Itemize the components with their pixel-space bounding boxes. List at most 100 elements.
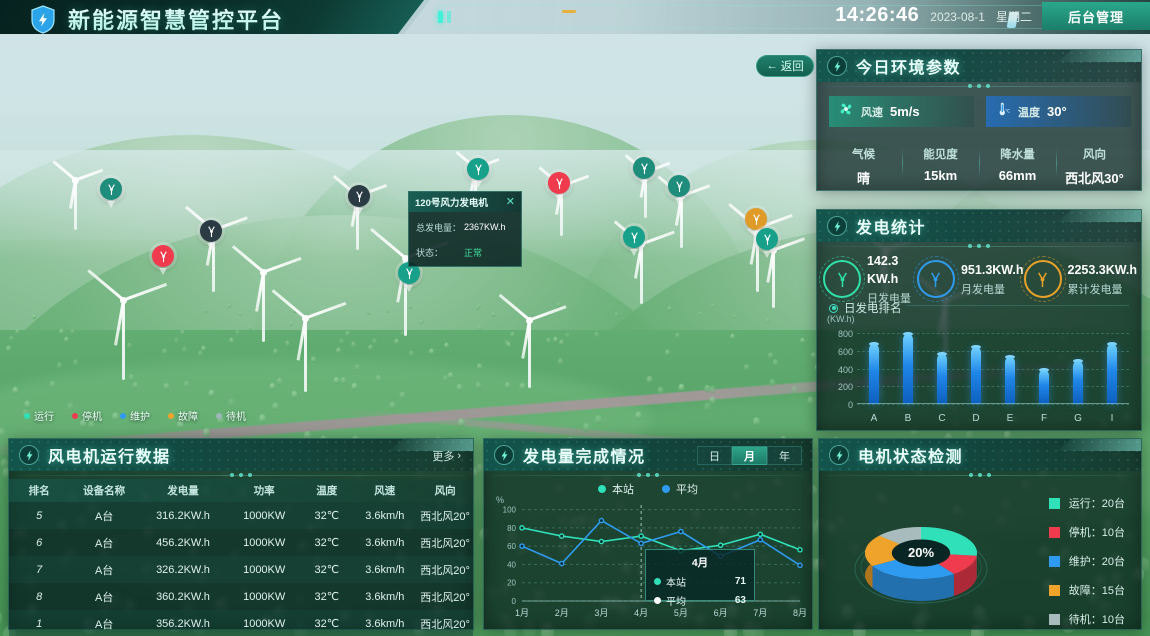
tree-icon xyxy=(248,325,253,331)
y-tick-label: 600 xyxy=(837,346,853,357)
bar xyxy=(903,334,913,404)
y-tick-label: 200 xyxy=(837,382,853,393)
bar-chart-plot: 800 600 400 200 0 xyxy=(838,328,1129,410)
legend-item-故障: 故障 xyxy=(168,408,198,423)
turbine-marker-运行[interactable] xyxy=(668,175,690,205)
decor-dots xyxy=(968,84,990,88)
data-point xyxy=(797,547,803,553)
turbine-marker-待机[interactable] xyxy=(348,185,370,215)
env-metric-value: 西北风30° xyxy=(1065,171,1124,186)
x-tick-label: D xyxy=(972,413,980,424)
svg-text:℃: ℃ xyxy=(1005,109,1010,114)
table-row[interactable]: 7 A台 326.2KW.h 1000KW 32℃ 3.6km/h 西北风20° xyxy=(9,556,473,583)
tree-icon xyxy=(504,339,509,346)
tooltip-row: 平均 63 xyxy=(654,593,746,608)
tree-icon xyxy=(665,349,671,357)
x-tick-label: E xyxy=(1006,413,1014,424)
header-corner-decor xyxy=(1057,210,1141,222)
back-button-label: 返回 xyxy=(780,61,804,73)
close-icon[interactable]: ✕ xyxy=(505,195,515,208)
more-link[interactable]: 更多 › xyxy=(432,448,461,464)
donut-slice-维护[interactable] xyxy=(872,559,954,579)
tree-icon xyxy=(57,362,63,370)
turbine-marker-运行[interactable] xyxy=(623,226,645,256)
turbine-marker-运行[interactable] xyxy=(756,228,778,258)
turbine-info-popup[interactable]: 120号风力发电机 ✕ 总发电量： 2367KW.h 状态： 正常 xyxy=(408,191,522,267)
donut-slice-停机[interactable] xyxy=(938,554,977,574)
table-cell: 3.6km/h xyxy=(365,563,405,576)
popup-row-key: 总发电量： xyxy=(416,222,462,233)
tree-icon xyxy=(800,337,806,344)
tree-icon xyxy=(181,346,187,353)
turbine-marker-待机[interactable] xyxy=(200,220,222,250)
tree-icon xyxy=(710,303,715,309)
bar xyxy=(971,347,981,404)
tree-icon xyxy=(228,303,232,308)
data-point xyxy=(717,542,724,549)
dot-icon xyxy=(829,303,838,313)
tree-icon xyxy=(197,350,203,358)
legend-item-停机: 停机 xyxy=(72,408,102,423)
tree-icon xyxy=(808,558,821,573)
data-point xyxy=(598,517,605,524)
donut-side-停机 xyxy=(953,555,977,596)
tree-icon xyxy=(732,313,737,319)
legend-item-运行: 运行 xyxy=(24,408,54,423)
tree-icon xyxy=(646,375,653,383)
tree-icon xyxy=(594,415,602,425)
more-label: 更多 xyxy=(432,451,455,463)
y-tick-label: 800 xyxy=(837,329,853,340)
x-tick-label: 8月 xyxy=(793,608,807,618)
x-tick-label: 5月 xyxy=(674,608,688,618)
x-tick-label: A xyxy=(870,413,878,424)
tree-icon xyxy=(24,400,31,410)
bolt-icon xyxy=(494,445,514,465)
gridline: 0 xyxy=(848,400,1129,410)
tree-icon xyxy=(340,376,347,384)
tab-日[interactable]: 日 xyxy=(697,446,732,465)
turbine-marker-运行[interactable] xyxy=(398,262,420,292)
tree-icon xyxy=(128,373,134,381)
legend-color-swatch xyxy=(1048,526,1060,538)
tree-icon xyxy=(443,374,449,382)
popup-row: 总发电量： 2367KW.h xyxy=(409,217,521,237)
header-corner-decor xyxy=(1057,439,1141,451)
turbine-marker-运行[interactable] xyxy=(467,158,489,188)
table-cell: 356.2KW.h xyxy=(156,617,210,630)
turbine-marker-停机[interactable] xyxy=(548,172,570,202)
kpi-日发电量: 142.3 KW.h 日发电量 xyxy=(819,252,917,306)
tooltip-row-value: 71 xyxy=(734,576,746,587)
donut-slice-待机[interactable] xyxy=(879,527,921,544)
donut-slice-故障[interactable] xyxy=(865,535,900,566)
turbine-marker-故障[interactable] xyxy=(745,208,767,238)
tree-icon xyxy=(88,420,96,430)
back-button[interactable]: ← 返回 xyxy=(756,55,814,77)
turbine-marker-停机[interactable] xyxy=(152,245,174,275)
tab-年[interactable]: 年 xyxy=(767,446,802,465)
tree-icon xyxy=(400,331,405,337)
table-row[interactable]: 1 A台 356.2KW.h 1000KW 32℃ 3.6km/h 西北风20° xyxy=(9,610,473,636)
tree-icon xyxy=(66,401,74,411)
tree-icon xyxy=(730,333,735,339)
tree-icon xyxy=(228,397,235,407)
tree-icon xyxy=(419,318,424,325)
table-cell: 316.2KW.h xyxy=(156,509,210,522)
tree-icon xyxy=(475,462,485,474)
tree-icon xyxy=(556,302,561,307)
tree-icon xyxy=(276,378,283,386)
turbine-marker-运行[interactable] xyxy=(100,178,122,208)
turbine-marker-运行[interactable] xyxy=(633,157,655,187)
donut-slice-运行[interactable] xyxy=(921,527,977,556)
tab-月[interactable]: 月 xyxy=(732,446,767,465)
bar-series xyxy=(857,328,1129,404)
admin-console-button[interactable]: 后台管理 xyxy=(1042,2,1150,30)
kpi-value: 142.3 KW.h xyxy=(867,254,899,286)
table-row[interactable]: 6 A台 456.2KW.h 1000KW 32℃ 3.6km/h 西北风20° xyxy=(9,529,473,556)
bar-column xyxy=(930,328,954,404)
time-range-tabs[interactable]: 日月年 xyxy=(697,446,802,465)
table-row[interactable]: 5 A台 316.2KW.h 1000KW 32℃ 3.6km/h 西北风20° xyxy=(9,502,473,529)
temperature-tile: ℃ 温度 30° xyxy=(986,96,1131,127)
tree-icon xyxy=(443,342,449,349)
table-row[interactable]: 8 A台 360.2KW.h 1000KW 32℃ 3.6km/h 西北风20° xyxy=(9,583,473,610)
series-color-dot xyxy=(654,597,661,604)
